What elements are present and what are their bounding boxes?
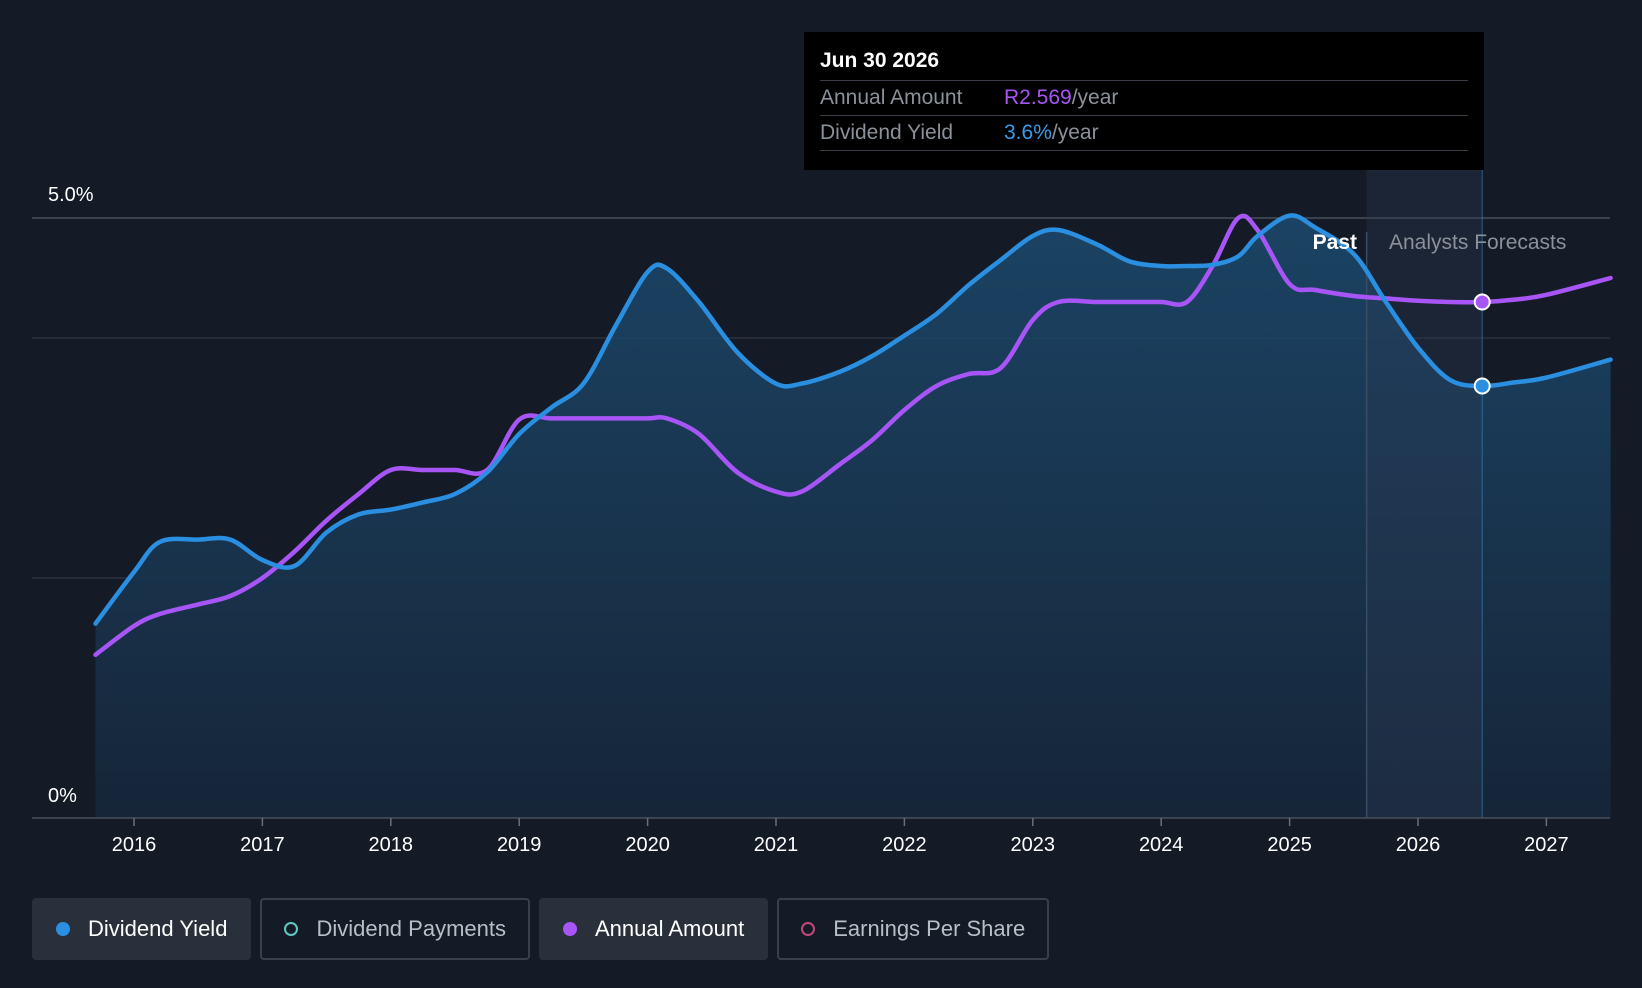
x-tick-label: 2017 bbox=[240, 834, 285, 856]
legend-label: Dividend Payments bbox=[316, 916, 506, 941]
x-tick-label: 2024 bbox=[1139, 834, 1184, 856]
x-tick-label: 2027 bbox=[1524, 834, 1569, 856]
x-tick-label: 2026 bbox=[1396, 834, 1441, 856]
series-line-dividend-yield bbox=[93, 213, 1613, 626]
tooltip-date: Jun 30 2026 bbox=[820, 49, 940, 72]
legend-earnings-per-share[interactable]: Earnings Per Share bbox=[777, 898, 1050, 960]
legend-label: Dividend Yield bbox=[88, 916, 228, 941]
tooltip-row-annual-amount: Annual Amount R2.569 /year bbox=[820, 80, 1468, 115]
tooltip: Jun 30 2026 Annual Amount R2.569 /year D… bbox=[804, 32, 1484, 170]
legend-dot-icon bbox=[56, 922, 70, 936]
x-tick-label: 2023 bbox=[1011, 834, 1056, 856]
legend: Dividend Yield Dividend Payments Annual … bbox=[32, 898, 1058, 960]
x-tick-label: 2020 bbox=[625, 834, 670, 856]
forecast-label: Analysts Forecasts bbox=[1389, 231, 1566, 254]
tooltip-value: R2.569 bbox=[1004, 86, 1072, 109]
series-line-annual-amount bbox=[93, 213, 1613, 658]
x-tick-label: 2019 bbox=[497, 834, 542, 856]
highlight-point-annual-amount bbox=[1473, 293, 1491, 311]
tooltip-label: Annual Amount bbox=[820, 86, 963, 109]
past-label: Past bbox=[1313, 231, 1357, 254]
x-tick-label: 2021 bbox=[754, 834, 799, 856]
tooltip-unit: /year bbox=[1071, 86, 1119, 109]
legend-ring-icon bbox=[801, 922, 816, 936]
highlight-markers bbox=[1473, 293, 1491, 395]
yield-area bbox=[95, 215, 1611, 818]
tooltip-label: Dividend Yield bbox=[820, 121, 954, 144]
legend-label: Annual Amount bbox=[594, 916, 745, 941]
yield-area-fill bbox=[95, 215, 1611, 818]
highlight-point-dividend-yield bbox=[1473, 377, 1491, 395]
legend-dividend-payments[interactable]: Dividend Payments bbox=[260, 898, 530, 960]
forecast-shade bbox=[1366, 150, 1483, 818]
y-tick-label-bottom: 0% bbox=[48, 785, 77, 807]
y-tick-label-top: 5.0% bbox=[48, 184, 94, 206]
legend-dot-icon bbox=[562, 922, 577, 936]
x-tick-label: 2018 bbox=[369, 834, 414, 856]
series-lines bbox=[93, 213, 1613, 658]
tooltip-row-dividend-yield: Dividend Yield 3.6% /year bbox=[820, 115, 1468, 151]
x-tick-label: 2022 bbox=[882, 834, 927, 856]
legend-dividend-yield[interactable]: Dividend Yield bbox=[32, 898, 252, 960]
x-tick-label: 2025 bbox=[1267, 834, 1312, 856]
x-axis: 2016 2017 2018 2019 2020 2021 2022 2023 2024 2025… bbox=[32, 817, 1610, 856]
legend-annual-amount[interactable]: Annual Amount bbox=[538, 898, 769, 960]
x-tick-label: 2016 bbox=[112, 834, 157, 856]
tooltip-unit: /year bbox=[1051, 121, 1099, 144]
legend-label: Earnings Per Share bbox=[833, 916, 1026, 941]
tooltip-value: 3.6% bbox=[1004, 121, 1052, 144]
forecast-region bbox=[1365, 150, 1483, 818]
legend-ring-icon bbox=[284, 922, 299, 936]
